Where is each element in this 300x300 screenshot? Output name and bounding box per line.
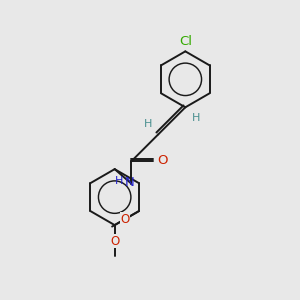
Text: O: O bbox=[110, 235, 119, 248]
Text: H: H bbox=[192, 112, 200, 123]
Text: Cl: Cl bbox=[179, 35, 192, 48]
Text: H: H bbox=[143, 119, 152, 129]
Text: O: O bbox=[157, 154, 167, 167]
Text: N: N bbox=[125, 176, 135, 188]
Text: O: O bbox=[120, 213, 130, 226]
Text: H: H bbox=[115, 176, 123, 186]
